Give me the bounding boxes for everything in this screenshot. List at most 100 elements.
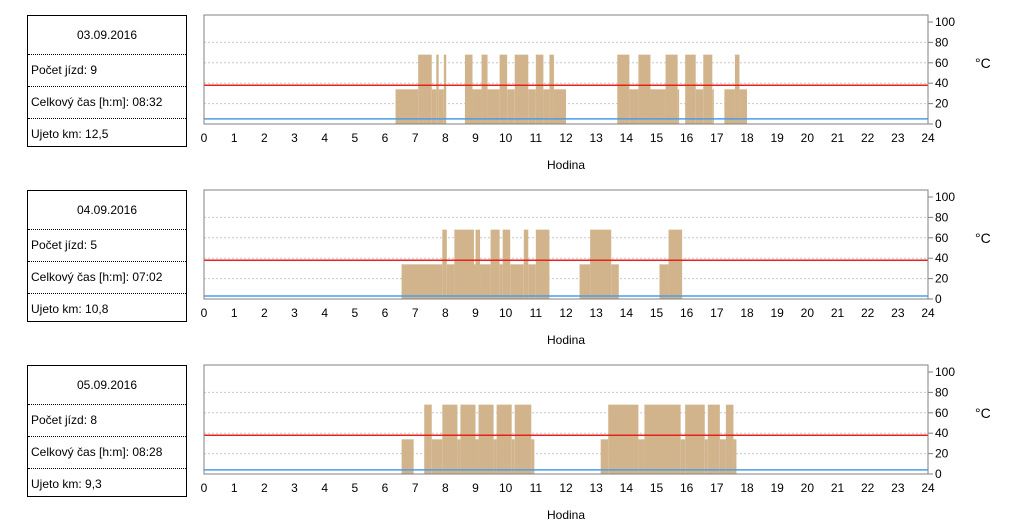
- x-axis-title: Hodina: [547, 158, 585, 172]
- x-tick-label: 22: [861, 131, 875, 145]
- x-tick-label: 16: [680, 306, 694, 320]
- x-tick-label: 20: [801, 306, 815, 320]
- x-tick-label: 9: [472, 481, 479, 495]
- x-tick-label: 11: [530, 481, 543, 495]
- plot-frame: [203, 14, 929, 125]
- activity-chart: 0 1 2 3 4 5 6 7 8 9 10 11 12 13 14 15 16 17 18 19 20 21 22 23 24…: [201, 189, 991, 347]
- x-tick-label: 7: [412, 131, 419, 145]
- activity-bar: [523, 229, 529, 299]
- x-tick-label: 8: [442, 481, 449, 495]
- activity-bar: [475, 439, 479, 474]
- activity-bar: [478, 404, 494, 474]
- activity-bar: [650, 89, 666, 124]
- x-tick-label: 8: [442, 306, 449, 320]
- y-tick-label: 80: [935, 35, 949, 49]
- activity-bar: [549, 54, 554, 124]
- y-tick-label: 20: [935, 272, 949, 286]
- trip-count: Počet jízd: 5: [28, 230, 186, 262]
- activity-bar: [703, 54, 713, 124]
- activity-bar: [611, 264, 619, 299]
- x-tick-label: 2: [261, 306, 268, 320]
- x-tick-label: 14: [620, 306, 634, 320]
- activity-bar: [431, 89, 437, 124]
- y-tick-label: 0: [935, 292, 942, 306]
- x-tick-label: 23: [891, 131, 905, 145]
- x-tick-label: 9: [472, 306, 479, 320]
- x-tick-label: 4: [321, 481, 328, 495]
- day-panel: 05.09.2016 Počet jízd: 8 Celkový čas [h:m]…: [0, 350, 1023, 525]
- x-tick-label: 13: [589, 131, 603, 145]
- activity-bar: [665, 54, 678, 124]
- activity-bar: [739, 89, 747, 124]
- y-tick-label: 60: [935, 56, 949, 70]
- activity-bar: [608, 404, 639, 474]
- activity-bar: [493, 439, 497, 474]
- x-tick-label: 7: [412, 306, 419, 320]
- x-tick-label: 14: [620, 481, 634, 495]
- activity-bar: [496, 404, 512, 474]
- x-tick-label: 22: [861, 306, 875, 320]
- activity-bar: [579, 264, 591, 299]
- activity-bar: [553, 89, 566, 124]
- x-tick-label: 3: [291, 131, 298, 145]
- activity-bar: [442, 404, 458, 474]
- x-tick-label: 13: [589, 306, 603, 320]
- distance-km: Ujeto km: 9,3: [31, 477, 102, 491]
- x-tick-label: 8: [442, 131, 449, 145]
- activity-bar: [454, 229, 474, 299]
- day-date: 04.09.2016: [28, 191, 186, 230]
- activity-bar: [424, 404, 432, 474]
- activity-bar: [473, 264, 476, 299]
- distance-km: Ujeto km: 12,5: [31, 127, 109, 141]
- x-axis-title: Hodina: [547, 508, 585, 522]
- y-axis-unit: °C: [975, 55, 991, 71]
- activity-bar: [725, 404, 734, 474]
- activity-bar: [438, 89, 444, 124]
- x-tick-label: 7: [412, 481, 419, 495]
- x-tick-label: 23: [891, 481, 905, 495]
- activity-bar: [457, 439, 461, 474]
- x-tick-label: 3: [291, 306, 298, 320]
- y-tick-label: 80: [935, 210, 949, 224]
- y-tick-label: 80: [935, 385, 949, 399]
- y-tick-label: 0: [935, 117, 942, 131]
- day-summary-box: 05.09.2016 Počet jízd: 8 Celkový čas [h:m]…: [27, 365, 187, 497]
- activity-bar: [707, 404, 720, 474]
- activity-bar: [446, 264, 455, 299]
- activity-bar: [677, 89, 680, 124]
- x-axis-title: Hodina: [547, 333, 585, 347]
- activity-bar: [600, 439, 609, 474]
- activity-bar: [617, 54, 630, 124]
- x-tick-label: 19: [770, 131, 784, 145]
- y-tick-label: 100: [935, 15, 955, 29]
- x-tick-label: 24: [921, 131, 935, 145]
- x-tick-label: 21: [831, 481, 845, 495]
- activity-bar: [685, 54, 696, 124]
- activity-bar: [535, 54, 544, 124]
- y-axis-unit: °C: [975, 230, 991, 246]
- x-tick-label: 10: [499, 131, 513, 145]
- activity-bar: [475, 229, 481, 299]
- x-tick-label: 19: [770, 481, 784, 495]
- x-tick-label: 13: [589, 481, 603, 495]
- x-tick-label: 4: [321, 131, 328, 145]
- trip-count: Počet jízd: 8: [28, 405, 186, 437]
- activity-bar: [685, 404, 705, 474]
- day-panel: 04.09.2016 Počet jízd: 5 Celkový čas [h:m]…: [0, 175, 1023, 350]
- x-tick-label: 17: [710, 306, 724, 320]
- x-tick-label: 21: [831, 306, 845, 320]
- trip-count: Počet jízd: 9: [28, 55, 186, 87]
- y-tick-label: 100: [935, 190, 955, 204]
- day-summary-box: 03.09.2016 Počet jízd: 9 Celkový čas [h:m]…: [27, 15, 187, 147]
- x-tick-label: 20: [801, 131, 815, 145]
- x-tick-label: 11: [530, 306, 543, 320]
- x-tick-label: 1: [231, 131, 238, 145]
- x-tick-label: 24: [921, 306, 935, 320]
- activity-bar: [638, 439, 645, 474]
- activity-chart: 0 1 2 3 4 5 6 7 8 9 10 11 12 13 14 15 16 17 18 19 20 21 22 23 24…: [201, 14, 991, 172]
- total-time: Celkový čas [h:m]: 07:02: [28, 262, 186, 294]
- activity-bar: [733, 439, 737, 474]
- x-tick-label: 16: [680, 481, 694, 495]
- y-tick-label: 40: [935, 251, 949, 265]
- x-tick-label: 16: [680, 131, 694, 145]
